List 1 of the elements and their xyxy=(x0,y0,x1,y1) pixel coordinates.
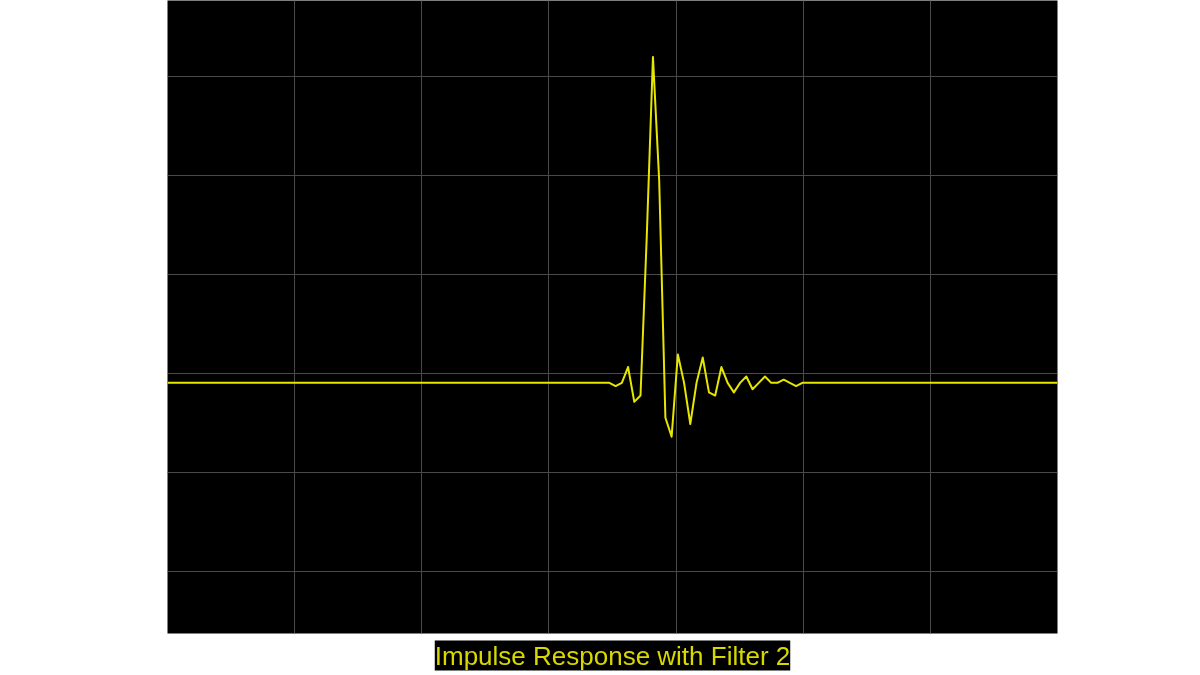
text: Impulse Response with Filter 2 xyxy=(434,640,791,671)
